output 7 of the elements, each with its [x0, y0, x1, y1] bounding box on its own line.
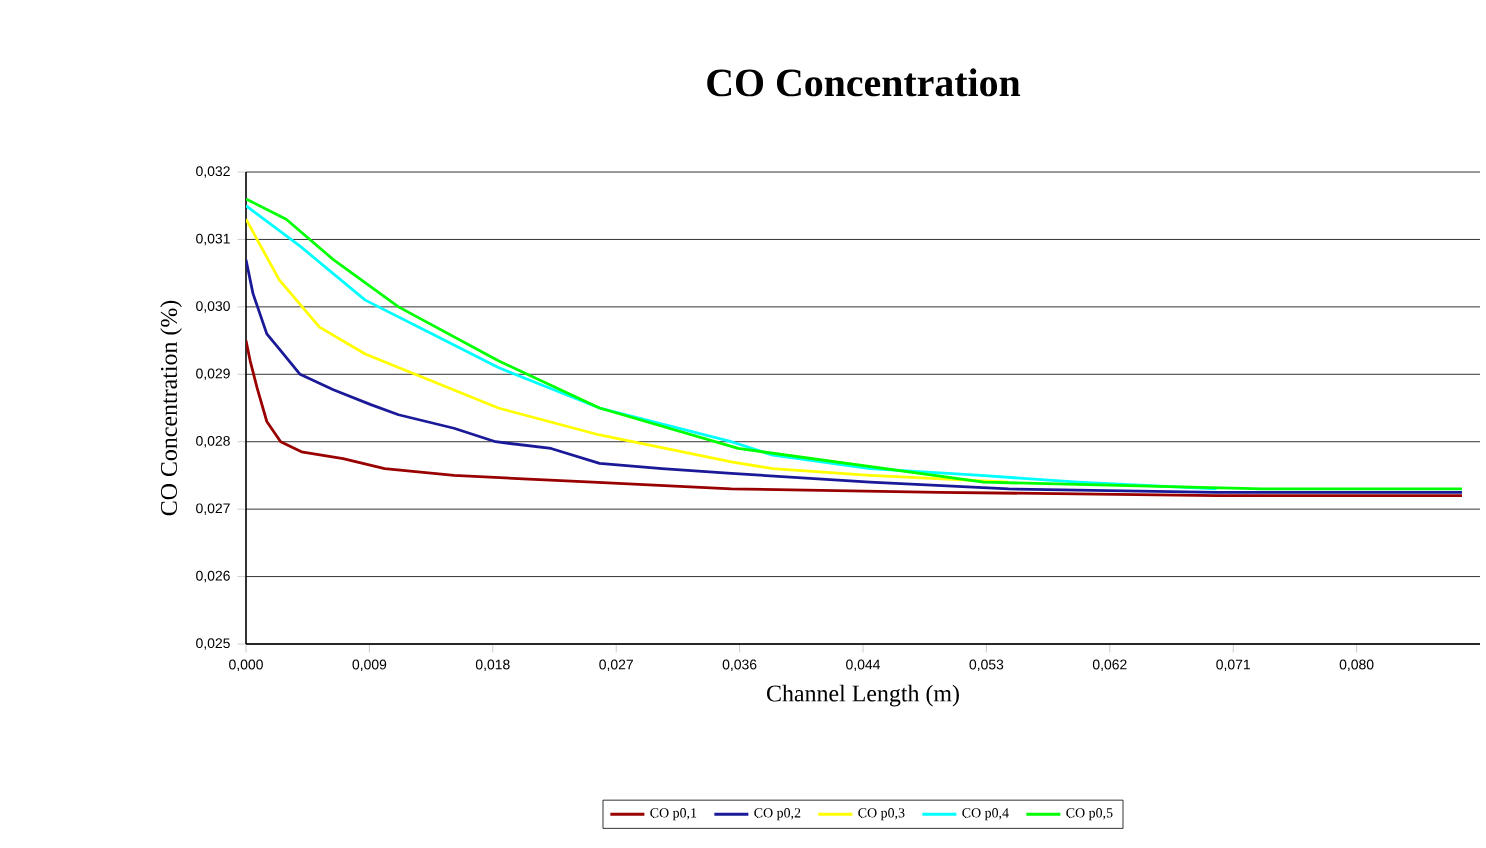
y-axis-title: CO Concentration (%) [160, 300, 182, 516]
line-series [246, 197, 1464, 491]
line-series [246, 204, 1218, 491]
chart-title: CO Concentration [707, 68, 1021, 97]
line-series [246, 339, 1464, 498]
line-series [246, 258, 1464, 494]
x-axis-title: Channel Length (m) [767, 684, 959, 707]
